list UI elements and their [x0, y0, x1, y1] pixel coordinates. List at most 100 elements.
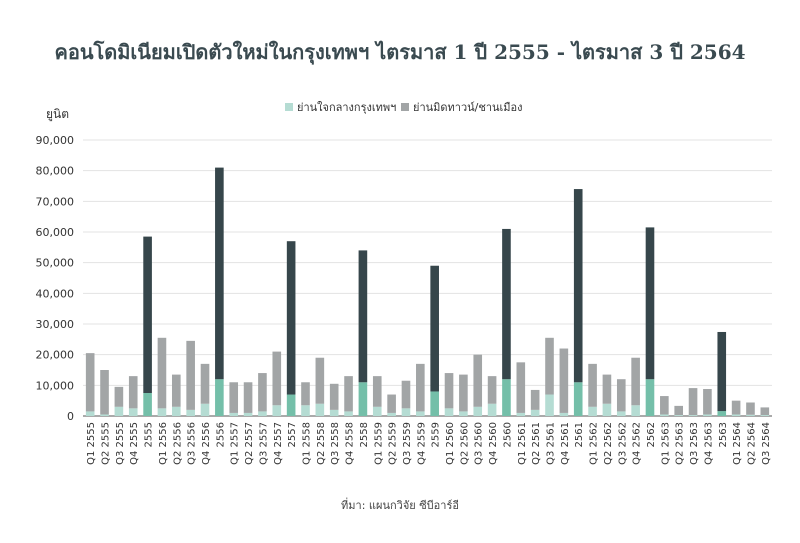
bar-inner-7 [186, 409, 195, 416]
y-axis-ticks: 0 10,000 20,000 30,000 40,000 50,000 60,000 70,… [36, 134, 75, 423]
x-tick-label: Q4 2557 [273, 422, 284, 465]
bar-inner-30 [516, 412, 526, 416]
x-tick-label: Q1 2564 [732, 422, 743, 465]
x-tick-label: 2560 [502, 422, 513, 447]
y-tick-label: 60,000 [36, 226, 75, 239]
bar-outer-19 [358, 250, 368, 383]
legend-swatch-outer [401, 103, 409, 111]
bar-inner-5 [157, 408, 167, 416]
bar-inner-47 [760, 415, 770, 416]
bar-outer-8 [200, 363, 210, 404]
bar-outer-42 [688, 388, 698, 416]
bar-outer-16 [315, 357, 325, 404]
x-tick-label: Q4 2558 [345, 422, 356, 465]
bar-outer-47 [760, 407, 770, 416]
x-tick-label: Q3 2559 [402, 422, 413, 465]
bar-outer-24 [430, 265, 439, 392]
bar-inner-12 [258, 411, 267, 416]
x-tick-label: Q4 2559 [416, 422, 427, 465]
bar-inner-6 [171, 406, 181, 416]
y-tick-label: 90,000 [36, 134, 75, 147]
bar-inner-20 [372, 406, 382, 416]
bar-outer-18 [344, 376, 353, 412]
bar-outer-41 [674, 405, 684, 416]
x-tick-label: Q2 2564 [746, 422, 757, 465]
x-tick-label: Q2 2555 [101, 422, 112, 465]
bar-outer-26 [459, 374, 468, 412]
bar-inner-2 [114, 406, 124, 416]
bar-inner-24 [430, 391, 439, 416]
bar-outer-12 [258, 373, 267, 412]
x-tick-label: Q2 2557 [244, 422, 255, 465]
bar-outer-28 [487, 376, 497, 404]
bar-outer-11 [243, 382, 253, 413]
bar-inner-13 [272, 405, 282, 416]
x-tick-label: 2559 [431, 422, 442, 447]
legend-label-outer: ย่านมิดทาวน์/ชานเมือง [413, 101, 523, 114]
bar-inner-45 [731, 414, 741, 416]
x-tick-label: Q1 2558 [301, 422, 312, 465]
x-tick-label: Q2 2556 [172, 422, 183, 465]
y-tick-label: 40,000 [36, 287, 75, 300]
bar-outer-27 [473, 354, 483, 407]
bar-inner-36 [602, 403, 612, 416]
legend: ย่านใจกลางกรุงเทพฯ ย่านมิดทาวน์/ชานเมือง [285, 101, 523, 114]
legend-label-inner: ย่านใจกลางกรุงเทพฯ [297, 101, 396, 114]
x-tick-label: Q1 2559 [373, 422, 384, 465]
source-note: ที่มา: แผนกวิจัย ซีบีอาร์อี [341, 499, 459, 512]
x-tick-label: Q3 2560 [474, 422, 485, 465]
x-tick-label: 2555 [144, 422, 155, 447]
x-tick-label: Q3 2564 [761, 422, 772, 465]
bar-inner-34 [573, 382, 583, 416]
bar-inner-29 [502, 379, 511, 416]
bar-outer-45 [731, 400, 741, 415]
bar-inner-3 [128, 408, 138, 416]
x-tick-label: Q3 2563 [689, 422, 700, 465]
bar-outer-7 [186, 340, 195, 410]
y-tick-label: 30,000 [36, 318, 75, 331]
bar-inner-26 [459, 411, 468, 416]
bar-outer-31 [530, 389, 540, 410]
x-tick-label: 2558 [359, 422, 370, 447]
bar-inner-19 [358, 382, 368, 416]
bar-outer-36 [602, 374, 612, 404]
bar-outer-15 [301, 382, 310, 406]
bar-inner-40 [660, 414, 669, 416]
bar-inner-0 [85, 411, 95, 416]
x-tick-label: Q3 2561 [546, 422, 557, 465]
bar-inner-16 [315, 403, 325, 416]
chart-title: คอนโดมิเนียมเปิดตัวใหม่ในกรุงเทพฯ ไตรมาส… [54, 40, 746, 64]
x-tick-label: 2562 [646, 422, 657, 447]
x-tick-label: Q4 2560 [488, 422, 499, 465]
x-tick-label: Q1 2561 [517, 422, 528, 465]
x-tick-label: Q2 2561 [531, 422, 542, 465]
bar-outer-46 [746, 402, 755, 415]
x-tick-label: Q4 2561 [560, 422, 571, 465]
bar-outer-43 [703, 389, 712, 415]
x-tick-label: Q2 2559 [388, 422, 399, 465]
legend-swatch-inner [285, 103, 293, 111]
x-tick-label: Q3 2557 [258, 422, 269, 465]
bar-inner-38 [631, 405, 640, 416]
bar-inner-14 [286, 394, 296, 416]
bar-outer-1 [100, 370, 109, 415]
bar-inner-4 [143, 393, 152, 416]
bar-inner-31 [530, 409, 540, 416]
bar-outer-37 [616, 379, 626, 412]
bar-outer-14 [286, 241, 296, 395]
bar-outer-23 [416, 363, 425, 412]
bar-inner-18 [344, 411, 353, 416]
y-tick-label: 0 [67, 410, 74, 423]
x-tick-label: Q2 2562 [603, 422, 614, 465]
bar-outer-44 [717, 331, 727, 412]
x-tick-label: Q1 2557 [230, 422, 241, 465]
bar-outer-30 [516, 362, 526, 413]
bar-outer-29 [502, 228, 511, 380]
bar-outer-10 [229, 382, 239, 413]
y-tick-label: 20,000 [36, 349, 75, 362]
x-tick-label: Q1 2556 [158, 422, 169, 465]
bars [85, 167, 770, 416]
grid-lines [83, 139, 772, 417]
x-tick-label: 2563 [718, 422, 729, 447]
bar-inner-22 [401, 408, 411, 416]
